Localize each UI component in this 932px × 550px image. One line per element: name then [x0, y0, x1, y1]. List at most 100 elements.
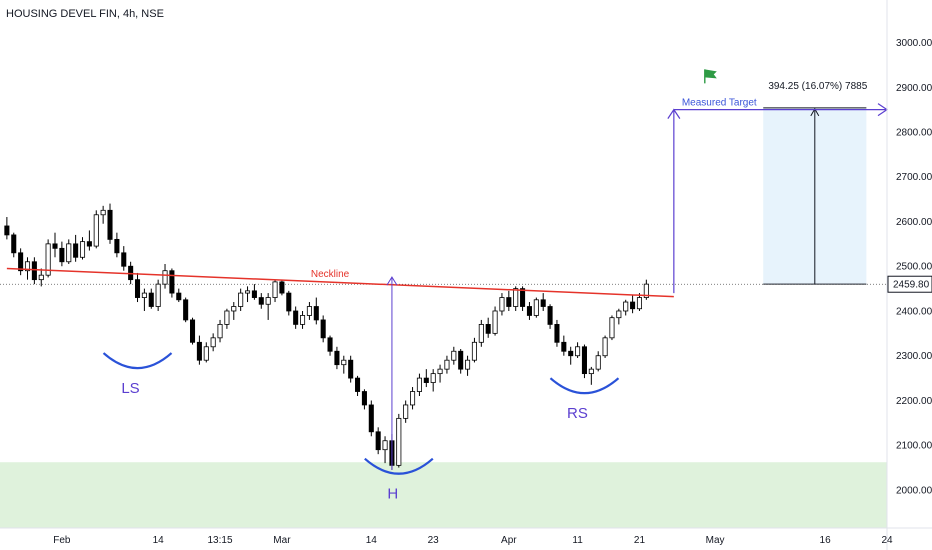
- candle: [293, 306, 299, 329]
- candle-body: [93, 214, 99, 247]
- time-tick: 13:15: [208, 535, 233, 546]
- candle-body: [38, 274, 44, 281]
- candle-body: [465, 359, 471, 370]
- candle: [444, 355, 450, 374]
- pattern-arc: [549, 377, 620, 395]
- candle-body: [588, 368, 594, 375]
- candle-body: [121, 252, 127, 267]
- candle: [368, 400, 374, 437]
- candle-body: [423, 377, 429, 383]
- candle-body: [444, 359, 450, 370]
- candle: [245, 286, 251, 303]
- candle-body: [630, 301, 636, 310]
- demand-zone: [0, 462, 887, 528]
- candle-body: [272, 281, 278, 298]
- price-tick: 2000.00: [896, 485, 932, 496]
- candle-body: [293, 310, 299, 325]
- candle-body: [11, 234, 17, 254]
- neckline-label: Neckline: [311, 269, 350, 280]
- candle: [183, 297, 189, 323]
- candle: [114, 232, 120, 258]
- candle: [375, 427, 381, 455]
- time-tick: 23: [428, 535, 440, 546]
- candle: [554, 319, 560, 347]
- candle: [478, 319, 484, 347]
- candle-body: [485, 324, 491, 334]
- candle-body: [45, 243, 51, 276]
- candle-body: [313, 306, 319, 321]
- candle: [66, 239, 72, 264]
- candle-body: [458, 350, 464, 370]
- candle: [251, 284, 257, 300]
- candle-body: [437, 368, 443, 375]
- pattern-label: H: [387, 486, 398, 503]
- candle: [430, 369, 436, 392]
- candle-body: [196, 341, 202, 361]
- candle: [300, 310, 306, 329]
- last-price-label: 2459.80: [893, 280, 930, 291]
- candle: [155, 279, 161, 311]
- candle: [4, 217, 10, 240]
- candle: [506, 290, 512, 311]
- candle-body: [66, 243, 72, 263]
- candle: [306, 302, 312, 320]
- candle-body: [581, 346, 587, 375]
- candle-body: [238, 292, 244, 307]
- candle-body: [79, 241, 86, 258]
- price-axis[interactable]: 2000.00 2100.00 2200.00 2300.00 2400.00 2500.…: [887, 38, 932, 496]
- candle: [231, 302, 237, 320]
- candle: [533, 297, 539, 318]
- candle: [609, 315, 615, 341]
- candle: [403, 400, 409, 423]
- time-axis[interactable]: Feb 14 13:15 Mar 14 23 Apr 11 21 May 16 24: [53, 535, 893, 546]
- candle-body: [189, 319, 196, 343]
- candle: [499, 293, 505, 316]
- candle-body: [141, 292, 147, 298]
- time-tick: 11: [572, 535, 583, 546]
- candle-body: [520, 288, 526, 307]
- candle: [437, 364, 443, 383]
- candle: [396, 413, 402, 468]
- price-tick: 2400.00: [896, 306, 932, 317]
- candle-body: [547, 306, 553, 325]
- candle: [107, 203, 113, 244]
- candle-body: [224, 310, 230, 325]
- candle-body: [4, 225, 10, 236]
- candle: [458, 349, 464, 374]
- candle-body: [526, 306, 532, 316]
- candle: [636, 293, 642, 311]
- candle-body: [155, 283, 161, 307]
- candle: [361, 389, 367, 410]
- price-tick: 2500.00: [896, 262, 932, 273]
- candle-body: [478, 324, 484, 343]
- candle: [616, 308, 622, 325]
- candle-body: [134, 279, 141, 298]
- flag-icon: [704, 69, 717, 84]
- target-box-layer: [763, 107, 867, 285]
- measured-target-label: Measured Target: [682, 98, 757, 109]
- candle-body: [279, 281, 285, 294]
- time-tick: May: [706, 535, 725, 546]
- time-tick: Mar: [273, 535, 291, 546]
- candle: [217, 319, 223, 343]
- candle-body: [368, 404, 374, 433]
- candle-body: [506, 297, 512, 307]
- measured-move-arrowhead: [386, 276, 398, 286]
- candle: [279, 279, 285, 296]
- candle: [100, 205, 106, 224]
- candle: [238, 288, 244, 311]
- candle-body: [203, 346, 209, 361]
- candle: [334, 346, 340, 370]
- candle-body: [245, 290, 251, 294]
- candle-body: [24, 261, 31, 272]
- time-tick: 14: [366, 535, 378, 546]
- target-stat-label: 394.25 (16.07%) 7885: [768, 81, 867, 92]
- candle: [595, 351, 601, 372]
- last-price-tag: [887, 275, 932, 293]
- candle: [93, 210, 99, 249]
- time-tick: 21: [634, 535, 646, 546]
- target-annotations: Measured Target 394.25 (16.07%) 7885: [667, 69, 889, 294]
- candle: [134, 272, 141, 303]
- candle-body: [602, 337, 608, 357]
- candle: [581, 344, 587, 379]
